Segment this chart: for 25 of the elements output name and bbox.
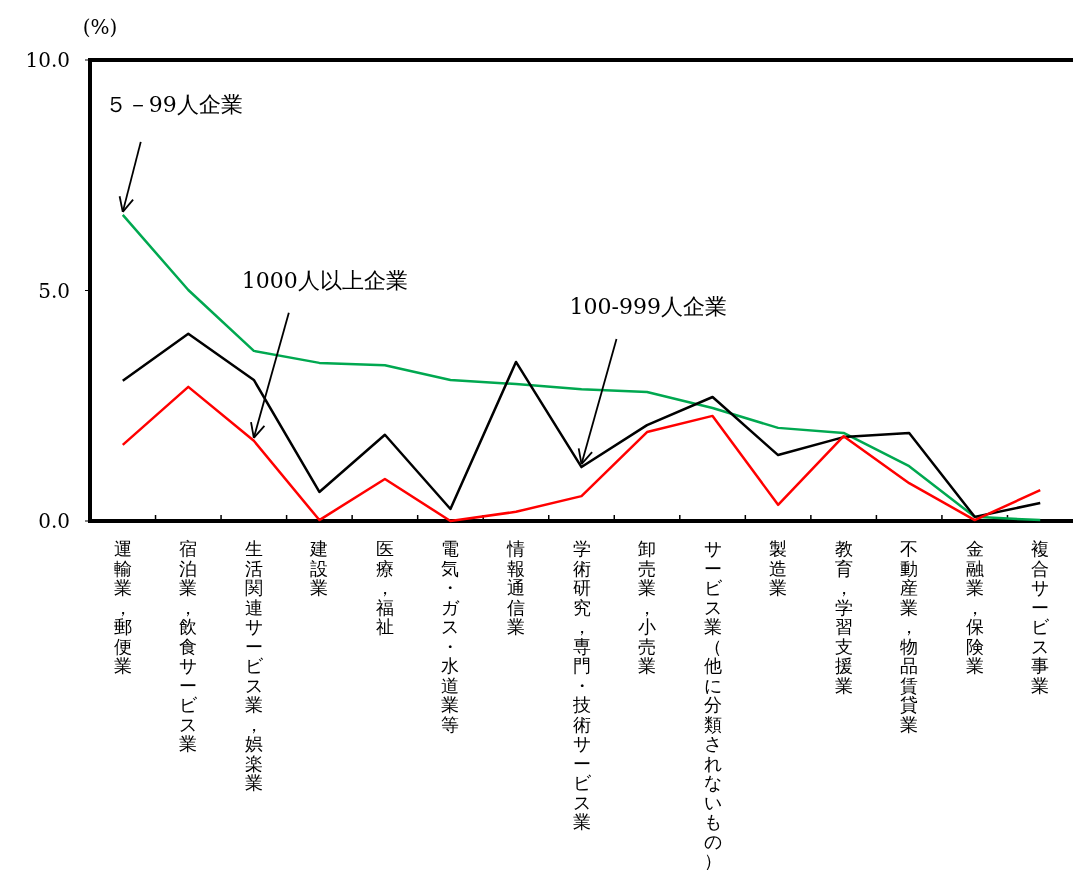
category-label: 電気・ガス・水道業等 <box>441 538 460 735</box>
category-label: 不動産業，物品賃貸業 <box>900 538 919 735</box>
y-axis-title: (%) <box>82 15 118 39</box>
x-tick-label: 複合サービス事業 <box>1031 538 1051 696</box>
x-tick-label: 運輸業，郵便業 <box>113 538 132 676</box>
y-tick-label: 0.0 <box>38 509 70 533</box>
x-tick-label: 卸売業，小売業 <box>638 538 657 676</box>
line-series <box>121 213 1042 522</box>
y-tick-label: 10.0 <box>25 48 70 72</box>
x-tick-label: 建設業 <box>309 538 329 598</box>
x-tick-label: 製造業 <box>769 538 788 598</box>
line-series <box>121 385 1042 523</box>
x-tick-label: 教育，学習支援業 <box>834 538 853 696</box>
category-label: 宿泊業，飲食サービス業 <box>179 538 198 754</box>
annotation: 100-999人企業 <box>569 294 727 320</box>
x-tick-label: 医療，福祉 <box>375 538 394 637</box>
y-tick-label: 5.0 <box>38 278 70 303</box>
category-label: 学術研究，専門・技術サービス業 <box>572 538 591 832</box>
category-label: 生活関連サービス業，娯楽業 <box>244 538 263 793</box>
x-tick-label: 情報通信業 <box>505 538 525 637</box>
annotation: ５－99人企業 <box>104 91 243 117</box>
annotation: 1000人以上企業 <box>241 267 408 293</box>
line-series <box>121 332 1042 519</box>
category-label: サービス業（他に分類されないもの） <box>703 538 722 871</box>
x-tick-label: 金融業，保険業 <box>965 538 984 676</box>
